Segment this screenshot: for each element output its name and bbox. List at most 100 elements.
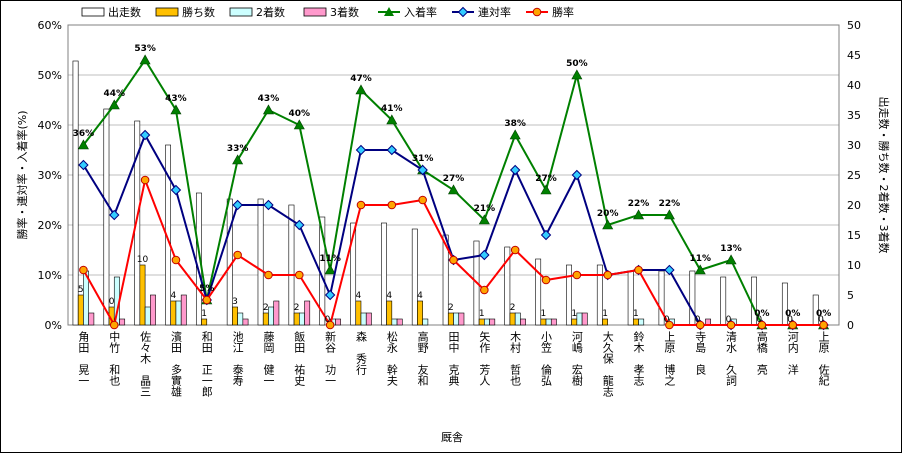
- bar-3着数: [273, 300, 280, 326]
- legend-marker: [532, 7, 542, 17]
- bar-出走数: [596, 264, 603, 326]
- point-入着率: [478, 214, 490, 225]
- left-tick-label: 0%: [45, 319, 62, 332]
- category-label: 鈴木 孝志: [632, 330, 645, 386]
- win-count-label: 2: [294, 303, 300, 313]
- point-勝率: [449, 255, 458, 265]
- legend-marker: [384, 7, 394, 16]
- point-勝率: [202, 295, 212, 305]
- bar-勝ち数: [139, 264, 146, 326]
- place-rate-label: 22%: [659, 199, 681, 209]
- right-tick-label: 20: [847, 199, 861, 212]
- point-勝率: [634, 265, 643, 275]
- category-label: 森 秀行: [354, 330, 367, 376]
- legend-label: 2着数: [256, 5, 285, 19]
- category-label: 上原 博之: [663, 331, 676, 386]
- category-label: 河嶋 宏樹: [570, 331, 583, 387]
- bar-3着数: [396, 318, 403, 326]
- point-勝率: [510, 245, 520, 255]
- legend-label: 勝ち数: [182, 5, 215, 19]
- point-入着率: [355, 84, 367, 95]
- bar-勝ち数: [478, 318, 485, 326]
- place-rate-label: 40%: [289, 109, 311, 119]
- left-tick-label: 20%: [38, 219, 62, 232]
- point-連対率: [139, 129, 151, 141]
- category-label: 大久保 龍志: [601, 330, 614, 397]
- category-label: 河内 洋: [786, 331, 799, 375]
- right-tick-label: 35: [847, 109, 861, 122]
- legend-swatch: [229, 7, 253, 17]
- point-入着率: [694, 264, 706, 275]
- right-tick-label: 25: [847, 169, 861, 182]
- bar-出走数: [288, 204, 295, 326]
- point-入着率: [663, 209, 675, 220]
- point-連対率: [664, 264, 675, 276]
- category-label: 和田 正一郎: [200, 331, 213, 397]
- bar-出走数: [134, 120, 141, 326]
- point-勝率: [665, 320, 674, 330]
- point-勝率: [726, 320, 736, 330]
- bar-2着数: [576, 312, 583, 326]
- bar-2着数: [514, 312, 521, 326]
- right-axis-title: 出走数・勝ち数・2着数・3着数: [877, 97, 891, 254]
- place-rate-label: 31%: [412, 154, 434, 164]
- bar-3着数: [242, 318, 249, 326]
- data-labels: 36%44%53%43%5%33%43%40%11%47%41%31%27%21…: [73, 44, 832, 325]
- point-勝率: [140, 175, 150, 185]
- right-tick-label: 50: [847, 19, 861, 32]
- point-勝率: [572, 270, 582, 280]
- win-count-label: 1: [602, 309, 608, 319]
- point-入着率: [108, 99, 120, 110]
- bar-3着数: [550, 318, 557, 326]
- bar-2着数: [453, 312, 460, 326]
- category-label: 田中 克典: [447, 331, 460, 387]
- bar-出走数: [566, 264, 572, 326]
- point-入着率: [602, 219, 614, 230]
- place-rate-label: 27%: [443, 174, 465, 184]
- bar-出走数: [103, 108, 110, 326]
- point-連対率: [78, 159, 89, 171]
- bar-勝ち数: [293, 312, 300, 326]
- point-入着率: [447, 184, 460, 195]
- place-rate-label: 0%: [754, 309, 769, 319]
- point-連対率: [109, 209, 120, 221]
- point-入着率: [386, 114, 398, 125]
- point-勝率: [264, 270, 273, 280]
- right-tick-label: 30: [847, 139, 861, 152]
- bar-出走数: [257, 198, 264, 326]
- point-入着率: [540, 184, 552, 195]
- place-rate-label: 33%: [227, 144, 249, 154]
- bar-勝ち数: [170, 300, 177, 326]
- category-label: 佐々木 晶三: [139, 330, 152, 397]
- right-tick-label: 45: [847, 49, 861, 62]
- point-勝率: [387, 200, 397, 210]
- win-count-label: 1: [201, 309, 207, 319]
- place-rate-label: 0%: [785, 309, 800, 319]
- category-label: 木村 哲也: [509, 331, 522, 386]
- point-入着率: [170, 104, 182, 115]
- right-tick-label: 15: [847, 229, 861, 242]
- bar-2着数: [360, 312, 367, 326]
- point-連対率: [355, 144, 367, 156]
- win-count-label: 0: [325, 315, 331, 325]
- left-axis-ticks: 0% 10% 20% 30% 40% 50% 60%: [38, 19, 62, 332]
- point-勝率: [757, 320, 767, 330]
- category-label: 飯田 祐史: [293, 330, 306, 387]
- bar-3着数: [180, 294, 187, 326]
- place-rate-label: 50%: [566, 59, 588, 69]
- bar-勝ち数: [602, 318, 609, 326]
- point-勝率: [788, 320, 798, 330]
- point-入着率: [293, 119, 305, 130]
- place-rate-label: 22%: [628, 199, 650, 209]
- category-label: 矢作 芳人: [478, 330, 491, 386]
- bar-勝ち数: [386, 300, 393, 326]
- point-入着率: [571, 69, 583, 80]
- place-rate-label: 20%: [597, 209, 619, 219]
- legend-label: 連対率: [478, 5, 511, 19]
- category-label: 小笠 倫弘: [540, 331, 553, 386]
- category-label: 藤岡 健一: [262, 331, 275, 386]
- win-count-label: 0: [726, 315, 732, 325]
- bar-勝ち数: [632, 318, 639, 326]
- bar-勝ち数: [571, 318, 578, 326]
- left-tick-label: 40%: [38, 119, 62, 132]
